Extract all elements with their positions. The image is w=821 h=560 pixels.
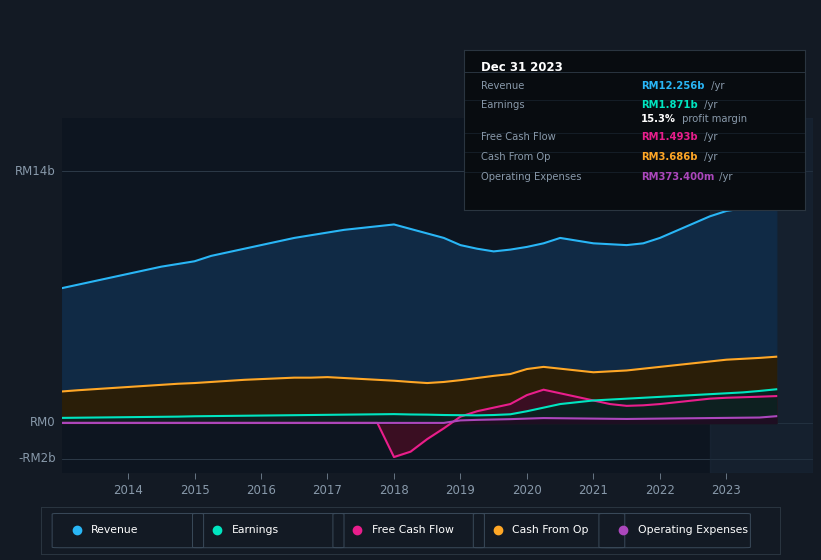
Text: Free Cash Flow: Free Cash Flow (481, 132, 556, 142)
Text: RM1.493b: RM1.493b (641, 132, 698, 142)
Text: /yr: /yr (701, 132, 718, 142)
Text: Cash From Op: Cash From Op (481, 152, 550, 162)
Text: RM373.400m: RM373.400m (641, 172, 714, 183)
Text: Free Cash Flow: Free Cash Flow (372, 525, 454, 535)
Text: Earnings: Earnings (481, 100, 525, 110)
Text: /yr: /yr (709, 81, 725, 91)
Text: RM3.686b: RM3.686b (641, 152, 698, 162)
Text: -RM2b: -RM2b (18, 452, 56, 465)
Text: Revenue: Revenue (481, 81, 525, 91)
Text: Operating Expenses: Operating Expenses (481, 172, 581, 183)
Text: Revenue: Revenue (91, 525, 139, 535)
Bar (709, 118, 813, 473)
Text: /yr: /yr (701, 100, 718, 110)
Text: Cash From Op: Cash From Op (512, 525, 589, 535)
Text: RM0: RM0 (30, 417, 56, 430)
Text: Dec 31 2023: Dec 31 2023 (481, 61, 562, 74)
Text: RM12.256b: RM12.256b (641, 81, 704, 91)
Text: RM1.871b: RM1.871b (641, 100, 698, 110)
Text: /yr: /yr (701, 152, 718, 162)
Text: profit margin: profit margin (678, 114, 746, 124)
Text: Operating Expenses: Operating Expenses (638, 525, 748, 535)
Text: RM14b: RM14b (15, 165, 56, 178)
Text: Earnings: Earnings (232, 525, 279, 535)
Text: 15.3%: 15.3% (641, 114, 676, 124)
Text: /yr: /yr (716, 172, 732, 183)
